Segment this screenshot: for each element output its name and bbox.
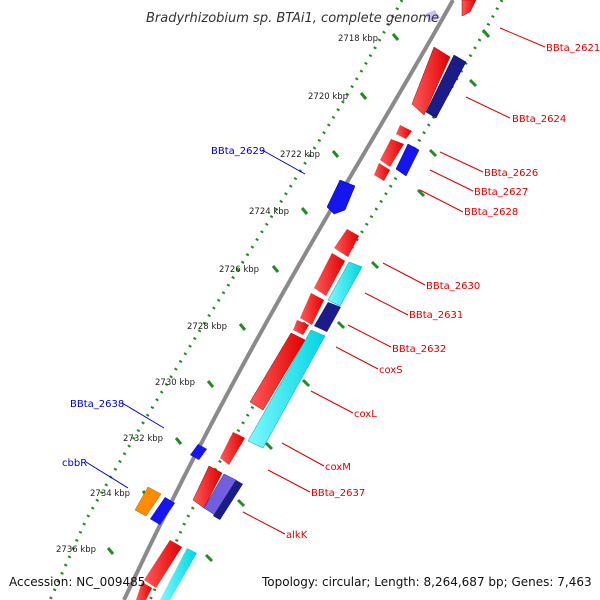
gene-alkK[interactable] xyxy=(213,480,243,520)
gene-red-bottom-b[interactable] xyxy=(136,582,152,600)
accession-text: Accession: NC_009485 xyxy=(9,575,145,589)
gene-red-2625a[interactable] xyxy=(396,125,412,139)
gene-label[interactable]: BBta_2630 xyxy=(426,281,480,292)
gene-BBta_2629[interactable] xyxy=(326,179,356,215)
kbp-labels: 2718 kbp 2720 kbp 2722 kbp 2724 kbp 2726… xyxy=(56,34,378,555)
gene-label[interactable]: BBta_2626 xyxy=(484,168,538,179)
kbp-label: 2730 kbp xyxy=(155,378,195,388)
kbp-label: 2732 kbp xyxy=(123,434,163,444)
outer-kbp-tick-marks xyxy=(204,29,491,563)
gene-cyan-2631[interactable] xyxy=(327,261,363,307)
gene-BBta_2626[interactable] xyxy=(380,139,404,167)
topology-text: Topology: circular; Length: 8,264,687 bp… xyxy=(261,575,592,589)
gene-coxM[interactable] xyxy=(220,432,245,465)
map-title: Bradyrhizobium sp. BTAi1, complete genom… xyxy=(146,11,439,26)
gene-red-bottom-a[interactable] xyxy=(144,540,182,588)
gene-coxS[interactable] xyxy=(293,320,309,335)
left-label-lines xyxy=(85,149,306,489)
gene-label[interactable]: coxS xyxy=(379,365,403,376)
gene-label[interactable]: BBta_2637 xyxy=(311,488,365,499)
gene-BBta_2627[interactable] xyxy=(395,143,420,177)
gene-coxL[interactable] xyxy=(247,329,326,449)
gene-label[interactable]: alkK xyxy=(286,530,308,541)
right-label-lines xyxy=(242,27,546,535)
gene-red-2632[interactable] xyxy=(300,293,324,325)
gene-BBta_2632[interactable] xyxy=(314,302,341,332)
gene-label[interactable]: BBta_2624 xyxy=(512,114,566,125)
gene-coxL-red[interactable] xyxy=(249,332,306,411)
gene-BBta_2630[interactable] xyxy=(334,229,359,257)
gene-label[interactable]: cbbR xyxy=(62,458,87,469)
left-gene-labels: BBta_2629 BBta_2638 cbbR xyxy=(62,146,265,469)
kbp-label: 2726 kbp xyxy=(219,265,259,275)
gene-blue-2639[interactable] xyxy=(150,497,175,525)
gene-cyan-bottom[interactable] xyxy=(160,548,197,600)
kbp-label: 2718 kbp xyxy=(338,34,378,44)
genome-backbone xyxy=(122,0,455,600)
gene-label[interactable]: BBta_2638 xyxy=(70,399,124,410)
gene-BBta_2638[interactable] xyxy=(190,444,207,460)
gene-label[interactable]: BBta_2621 xyxy=(546,43,600,54)
gene-faint-top xyxy=(425,10,440,22)
kbp-label: 2734 kbp xyxy=(90,489,130,499)
kbp-label: 2722 kbp xyxy=(280,150,320,160)
kbp-label: 2720 kbp xyxy=(308,92,348,102)
gene-cbbR[interactable] xyxy=(134,486,162,517)
gene-red-2623[interactable] xyxy=(411,46,451,116)
kbp-tick-marks xyxy=(106,33,400,555)
gene-BBta_2624[interactable] xyxy=(425,54,467,119)
right-gene-labels: BBta_2621 BBta_2624 BBta_2626 BBta_2627 … xyxy=(286,43,600,541)
gene-BBta_2628[interactable] xyxy=(374,163,390,181)
gene-label[interactable]: BBta_2631 xyxy=(409,310,463,321)
gene-label[interactable]: coxL xyxy=(354,409,377,420)
gene-label[interactable]: BBta_2632 xyxy=(392,344,446,355)
gene-label[interactable]: BBta_2628 xyxy=(464,207,518,218)
kbp-label: 2736 kbp xyxy=(56,545,96,555)
gene-label[interactable]: BBta_2629 xyxy=(211,146,265,157)
gene-label[interactable]: coxM xyxy=(325,462,351,473)
gene-BBta_2631[interactable] xyxy=(314,253,345,296)
gene-label[interactable]: BBta_2627 xyxy=(474,187,528,198)
kbp-label: 2724 kbp xyxy=(249,207,289,217)
gene-features xyxy=(134,0,477,600)
gene-BBta_2621[interactable] xyxy=(461,0,477,17)
kbp-label: 2728 kbp xyxy=(187,322,227,332)
